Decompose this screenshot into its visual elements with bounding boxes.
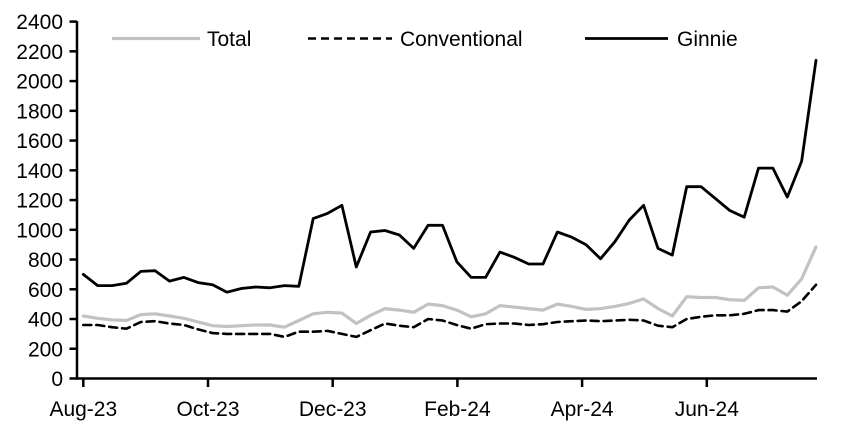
x-axis-label-dec-23: Dec-23 [299,398,367,421]
x-axis: Aug-23 Oct-23 Dec-23 Feb-24 Apr-24 Jun-24 [49,378,740,421]
y-axis-label: 1200 [16,190,63,213]
y-axis-label: 400 [28,309,63,332]
legend-label-conventional: Conventional [400,28,523,51]
y-axis-label: 2000 [16,71,63,94]
y-axis-label: 0 [51,368,63,391]
legend-label-total: Total [207,28,251,51]
legend-label-ginnie: Ginnie [677,28,738,51]
y-axis-label: 2200 [16,41,63,64]
y-axis-label: 1400 [16,160,63,183]
axis-line [75,21,817,380]
series-group [81,58,818,339]
series-line-conventional [82,283,818,339]
series-line-total [81,245,818,329]
y-axis: 0 200 400 600 800 1000 1200 1400 1600 1800 2000 220… [16,11,77,391]
axis-lines [75,21,817,380]
series-line-ginnie [81,58,818,294]
y-axis-label: 200 [28,338,63,361]
y-axis-label: 1600 [16,130,63,153]
x-axis-label-jun-24: Jun-24 [675,398,740,421]
y-axis-label: 1800 [16,100,63,123]
y-axis-label: 1000 [16,219,63,242]
x-axis-label-oct-23: Oct-23 [176,398,239,421]
x-axis-label-feb-24: Feb-24 [424,398,491,421]
legend: Total Conventional Ginnie [112,28,738,51]
y-axis-label: 800 [28,249,63,272]
y-axis-label: 600 [28,279,63,302]
y-axis-label: 2400 [16,11,63,34]
x-axis-label-aug-23: Aug-23 [49,398,117,421]
x-axis-label-apr-24: Apr-24 [551,398,614,421]
